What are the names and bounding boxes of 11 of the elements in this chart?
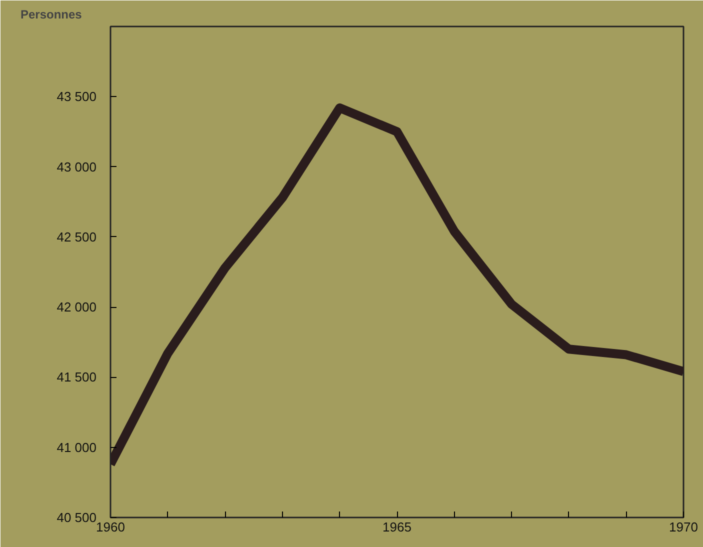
y-tick-label: 43 000 (56, 159, 97, 174)
x-tick-label: 1960 (96, 520, 125, 534)
y-tick-label: 41 000 (56, 440, 97, 455)
x-tick-label: 1965 (382, 520, 412, 534)
y-tick-label: 40 500 (56, 510, 97, 525)
y-tick-label: 43 500 (56, 89, 97, 104)
y-axis-title: Personnes (20, 8, 82, 22)
y-tick-label: 41 500 (56, 370, 97, 385)
y-tick-label: 42 500 (56, 229, 97, 244)
y-tick-label: 42 000 (56, 300, 97, 315)
x-tick-label: 1970 (669, 520, 698, 534)
